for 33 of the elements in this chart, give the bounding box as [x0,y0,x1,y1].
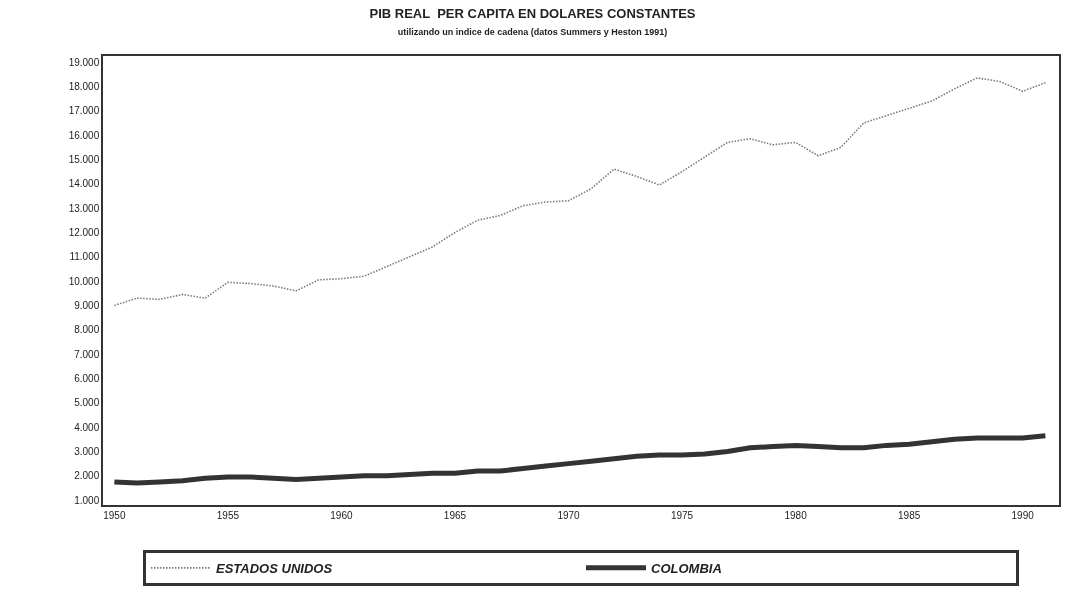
y-tick-label: 16.000 [68,129,100,141]
y-tick-label: 1.000 [74,494,100,506]
line-series [113,77,1047,307]
y-tick-label: 7.000 [74,348,100,360]
x-tick-label: 1950 [103,509,126,521]
x-tick-label: 1980 [784,509,808,521]
y-tick-label: 9.000 [74,299,100,311]
y-tick-label: 17.000 [68,105,100,117]
y-tick-label: 5.000 [74,397,100,409]
x-tick-label: 1955 [216,509,240,521]
y-tick-label: 14.000 [68,178,100,190]
y-tick-label: 12.000 [68,226,100,238]
y-tick-label: 2.000 [74,470,100,482]
y-tick-label: 4.000 [74,421,100,433]
y-tick-label: 15.000 [68,153,100,165]
y-tick-label: 18.000 [68,80,100,92]
legend-label: ESTADOS UNIDOS [216,560,333,576]
y-tick-label: 6.000 [74,372,100,384]
y-tick-label: 8.000 [74,324,100,336]
y-tick-label: 11.000 [69,251,100,263]
x-tick-label: 1990 [1011,509,1035,521]
x-tick-label: 1960 [330,509,353,521]
y-tick-label: 13.000 [68,202,100,214]
y-tick-label: 10.000 [68,275,100,287]
x-tick-label: 1970 [557,509,581,521]
x-tick-label: 1975 [670,509,694,521]
x-tick-label: 1985 [898,509,921,521]
y-tick-label: 19.000 [68,56,100,68]
legend-label: COLOMBIA [651,560,722,576]
chart-subtitle: utilizando un indice de cadena (datos Summers y Heston 1991) [397,26,668,37]
chart-title: PIB REAL PER CAPITA EN DOLARES CONSTANTES [369,5,696,21]
x-tick-label: 1965 [443,509,467,521]
y-tick-label: 3.000 [74,445,100,457]
